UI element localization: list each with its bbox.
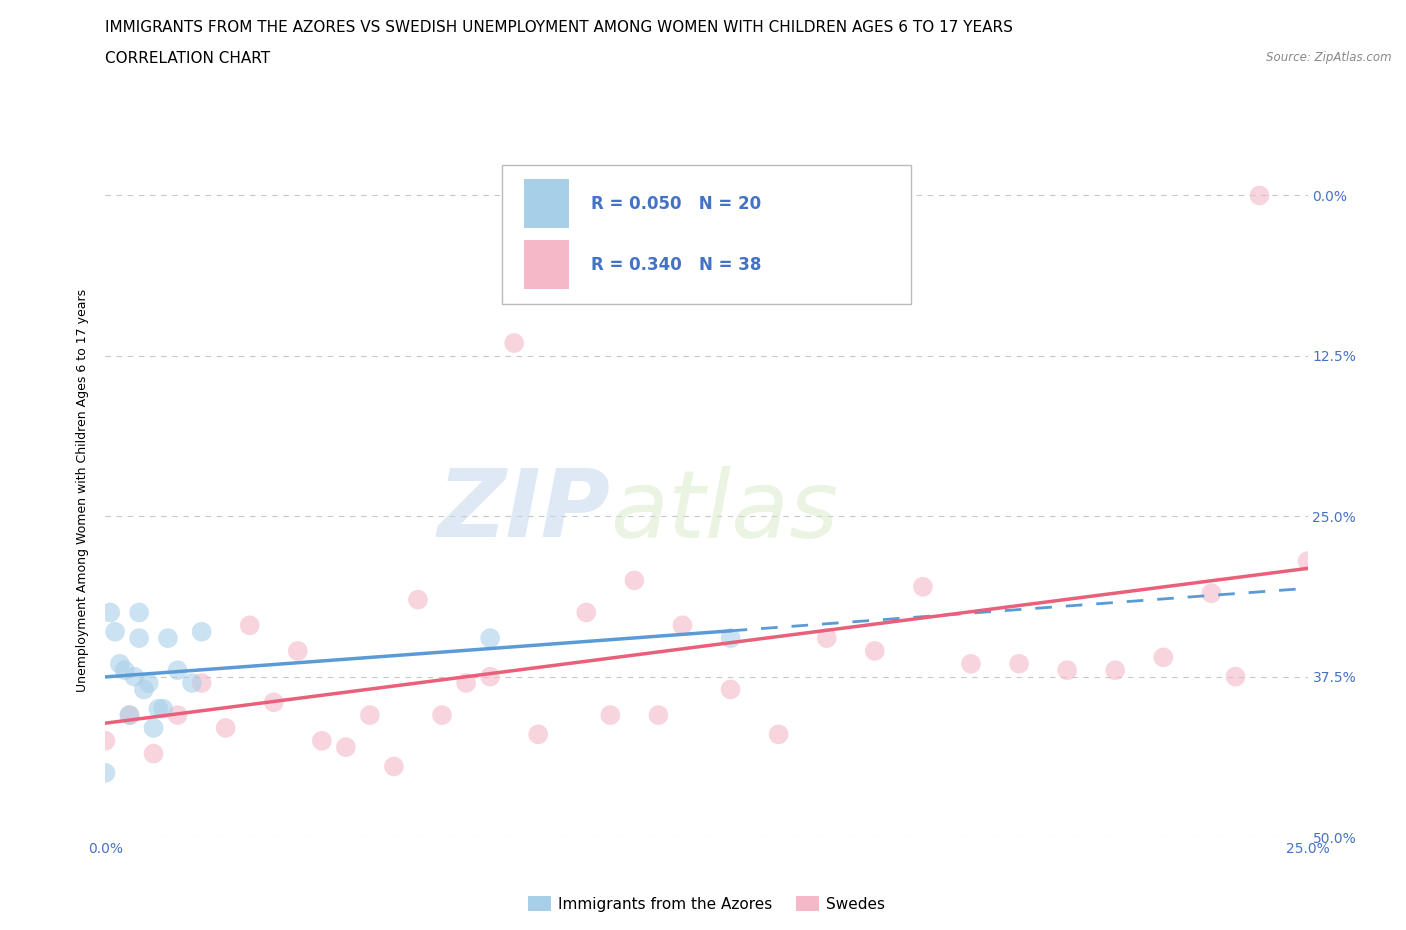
Point	[142, 746, 165, 761]
Point	[911, 579, 934, 594]
Point	[94, 765, 117, 780]
Point	[430, 708, 453, 723]
Point	[128, 605, 150, 620]
Point	[138, 675, 160, 690]
Point	[287, 644, 309, 658]
Point	[190, 675, 212, 690]
Point	[148, 701, 170, 716]
Point	[118, 708, 141, 723]
Point	[1104, 663, 1126, 678]
Point	[1008, 657, 1031, 671]
FancyBboxPatch shape	[524, 241, 569, 289]
Point	[382, 759, 405, 774]
Text: Source: ZipAtlas.com: Source: ZipAtlas.com	[1267, 51, 1392, 64]
Point	[156, 631, 179, 645]
Text: IMMIGRANTS FROM THE AZORES VS SWEDISH UNEMPLOYMENT AMONG WOMEN WITH CHILDREN AGE: IMMIGRANTS FROM THE AZORES VS SWEDISH UN…	[105, 20, 1014, 35]
Point	[815, 631, 838, 645]
Point	[503, 336, 526, 351]
Point	[359, 708, 381, 723]
Point	[166, 708, 188, 723]
Point	[479, 631, 502, 645]
Point	[575, 605, 598, 620]
Point	[720, 682, 742, 697]
Text: ZIP: ZIP	[437, 465, 610, 557]
FancyBboxPatch shape	[524, 179, 569, 228]
Point	[1225, 670, 1247, 684]
Point	[181, 675, 204, 690]
Point	[214, 721, 236, 736]
Point	[599, 708, 621, 723]
Text: CORRELATION CHART: CORRELATION CHART	[105, 51, 270, 66]
Point	[720, 631, 742, 645]
Point	[1056, 663, 1078, 678]
Point	[960, 657, 983, 671]
Point	[128, 631, 150, 645]
Point	[132, 682, 155, 697]
Point	[190, 624, 212, 639]
Point	[108, 657, 131, 671]
Point	[1201, 586, 1223, 601]
Legend: Immigrants from the Azores, Swedes: Immigrants from the Azores, Swedes	[522, 890, 891, 918]
Point	[104, 624, 127, 639]
Point	[124, 670, 146, 684]
Text: R = 0.340   N = 38: R = 0.340 N = 38	[591, 256, 762, 273]
Point	[239, 618, 262, 632]
Point	[1249, 188, 1271, 203]
Text: R = 0.050   N = 20: R = 0.050 N = 20	[591, 194, 761, 213]
Point	[1296, 553, 1319, 568]
Point	[94, 734, 117, 749]
Point	[166, 663, 188, 678]
Point	[671, 618, 693, 632]
Point	[454, 675, 477, 690]
Point	[263, 695, 285, 710]
Point	[647, 708, 669, 723]
Point	[118, 708, 141, 723]
Text: atlas: atlas	[610, 466, 838, 557]
Point	[1152, 650, 1174, 665]
Point	[623, 573, 645, 588]
Point	[152, 701, 174, 716]
Point	[311, 734, 333, 749]
Point	[335, 739, 357, 754]
Point	[527, 727, 550, 742]
Point	[768, 727, 790, 742]
Point	[406, 592, 429, 607]
Point	[479, 670, 502, 684]
FancyBboxPatch shape	[502, 165, 911, 303]
Y-axis label: Unemployment Among Women with Children Ages 6 to 17 years: Unemployment Among Women with Children A…	[76, 289, 90, 692]
Point	[98, 605, 121, 620]
Point	[863, 644, 886, 658]
Point	[142, 721, 165, 736]
Point	[114, 663, 136, 678]
